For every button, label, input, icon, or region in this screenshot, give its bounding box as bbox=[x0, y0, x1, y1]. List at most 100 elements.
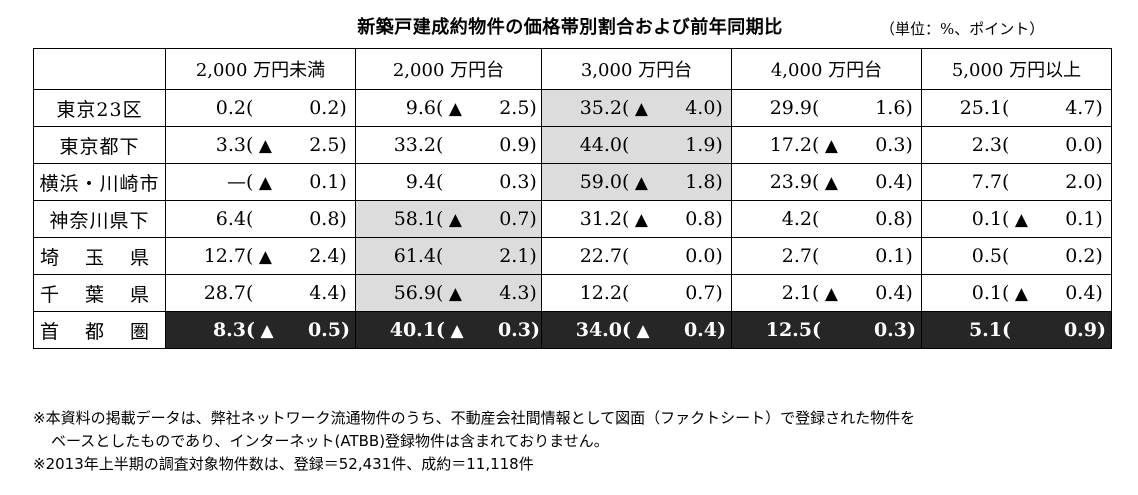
cell-diff: 0.2 bbox=[1065, 245, 1096, 267]
cell-diff: 0.3 bbox=[499, 171, 530, 193]
cell-diff-wrap: 0.9 bbox=[1035, 319, 1097, 341]
data-cell: 59.0(▲ 1.8) bbox=[541, 163, 732, 201]
paren-open: ( bbox=[436, 171, 444, 193]
paren-close: ) bbox=[339, 245, 347, 267]
decrease-marker-icon: ▲ bbox=[634, 99, 648, 119]
corner-cell bbox=[33, 48, 166, 90]
cell-diff-wrap: 0.1 bbox=[1033, 208, 1095, 230]
cell-value: 12.5 bbox=[765, 319, 812, 341]
cell-diff-wrap: 0.3 bbox=[469, 319, 531, 341]
table-row: 千 葉 県 28.7(4.4) 56.9(▲ 4.3) 12.2(0.7) 2.1(▲ 0.… bbox=[33, 274, 1112, 312]
cell-value: 9.6 bbox=[405, 97, 436, 119]
cell-diff-wrap: 4.3 bbox=[467, 282, 529, 304]
paren-open: ( bbox=[436, 282, 444, 304]
row-header: 東京都下 bbox=[33, 126, 166, 164]
paren-close: ) bbox=[715, 134, 723, 156]
paren-close: ) bbox=[529, 245, 537, 267]
table-row: 神奈川県下 6.4(0.8) 58.1(▲ 0.7) 31.2(▲ 0.8) 4.2(0.8… bbox=[33, 200, 1112, 238]
cell-value: — bbox=[227, 171, 246, 193]
data-cell: 17.2(▲ 0.3) bbox=[731, 126, 922, 164]
paren-close: ) bbox=[529, 208, 537, 230]
cell-value: 9.4 bbox=[405, 171, 436, 193]
table-header-row: 2,000 万円未満 2,000 万円台 3,000 万円台 4,000 万円台… bbox=[33, 48, 1112, 90]
paren-close: ) bbox=[1095, 245, 1103, 267]
paren-open: ( bbox=[436, 208, 444, 230]
data-cell: 31.2(▲ 0.8) bbox=[541, 200, 732, 238]
column-header: 5,000 万円以上 bbox=[921, 48, 1112, 90]
cell-diff: 1.8 bbox=[685, 171, 716, 193]
paren-close: ) bbox=[715, 208, 723, 230]
cell-diff: 0.7 bbox=[685, 282, 716, 304]
paren-close: ) bbox=[907, 319, 916, 341]
footnotes: ※本資料の掲載データは、弊社ネットワーク流通物件のうち、不動産会社間情報として図… bbox=[33, 407, 915, 476]
paren-close: ) bbox=[339, 282, 347, 304]
paren-close: ) bbox=[339, 134, 347, 156]
decrease-marker-icon: ▲ bbox=[448, 210, 462, 230]
paren-open: ( bbox=[812, 282, 820, 304]
footnote-line: ベースとしたものであり、インターネット(ATBB)登録物件は含まれておりません。 bbox=[51, 432, 609, 450]
row-header: 千 葉 県 bbox=[33, 274, 166, 312]
column-header: 3,000 万円台 bbox=[541, 48, 732, 90]
paren-open: ( bbox=[622, 208, 630, 230]
cell-value: 23.9 bbox=[769, 171, 812, 193]
data-cell: 22.7(0.0) bbox=[541, 237, 732, 275]
data-cell: 0.1(▲ 0.1) bbox=[921, 200, 1112, 238]
cell-diff: 1.9 bbox=[685, 134, 716, 156]
decrease-marker-icon: ▲ bbox=[258, 247, 272, 267]
row-header: 東京23区 bbox=[33, 89, 166, 127]
paren-open: ( bbox=[812, 97, 820, 119]
cell-diff: 0.3 bbox=[875, 134, 906, 156]
paren-open: ( bbox=[246, 208, 254, 230]
paren-close: ) bbox=[715, 245, 723, 267]
cell-value: 40.1 bbox=[389, 319, 436, 341]
paren-open: ( bbox=[1002, 97, 1010, 119]
paren-open: ( bbox=[622, 134, 630, 156]
paren-close: ) bbox=[1095, 97, 1103, 119]
cell-diff-wrap: 0.7 bbox=[467, 208, 529, 230]
cell-value: 2.7 bbox=[781, 245, 812, 267]
paren-close: ) bbox=[715, 282, 723, 304]
unit-label: （単位：%、ポイント） bbox=[880, 20, 1045, 38]
decrease-marker-icon: ▲ bbox=[634, 173, 648, 193]
paren-open: ( bbox=[246, 97, 254, 119]
paren-close: ) bbox=[715, 171, 723, 193]
paren-open: ( bbox=[622, 97, 630, 119]
cell-value: 29.9 bbox=[769, 97, 812, 119]
cell-diff-wrap: 4.7 bbox=[1033, 97, 1095, 119]
table-row: 東京都下 3.3(▲ 2.5) 33.2(0.9) 44.0(1.9) 17.2(▲ 0.3… bbox=[33, 126, 1112, 164]
cell-diff: 2.0 bbox=[1065, 171, 1096, 193]
cell-value: 4.2 bbox=[781, 208, 812, 230]
data-cell: 58.1(▲ 0.7) bbox=[355, 200, 542, 238]
cell-value: 0.5 bbox=[971, 245, 1002, 267]
cell-diff-wrap: 2.4 bbox=[277, 245, 339, 267]
paren-open: ( bbox=[812, 134, 820, 156]
table-row: 埼 玉 県 12.7(▲ 2.4) 61.4(2.1) 22.7(0.0) 2.7(0.1… bbox=[33, 237, 1112, 275]
footnote-line: ※2013年上半期の調査対象物件数は、登録＝52,431件、成約＝11,118件 bbox=[33, 455, 534, 473]
data-cell: 44.0(1.9) bbox=[541, 126, 732, 164]
row-header: 埼 玉 県 bbox=[33, 237, 166, 275]
data-cell: 34.0(▲ 0.4) bbox=[541, 311, 732, 349]
cell-value: 5.1 bbox=[968, 319, 1002, 341]
cell-value: 0.2 bbox=[215, 97, 246, 119]
data-cell: 9.6(▲ 2.5) bbox=[355, 89, 542, 127]
paren-open: ( bbox=[1002, 282, 1010, 304]
table-row: 横浜・川崎市 —(▲ 0.1) 9.4(0.3) 59.0(▲ 1.8) 23.9(▲ 0.4… bbox=[33, 163, 1112, 201]
cell-diff: 0.1 bbox=[309, 171, 340, 193]
decrease-marker-icon: ▲ bbox=[824, 173, 838, 193]
cell-value: 2.1 bbox=[781, 282, 812, 304]
table-row: 東京23区 0.2(0.2) 9.6(▲ 2.5) 35.2(▲ 4.0) 29.9(1.6… bbox=[33, 89, 1112, 127]
cell-diff: 4.4 bbox=[309, 282, 340, 304]
cell-diff-wrap: 0.0 bbox=[1033, 134, 1095, 156]
cell-diff: 4.3 bbox=[499, 282, 530, 304]
paren-open: ( bbox=[436, 134, 444, 156]
data-cell: 12.5(0.3) bbox=[731, 311, 922, 349]
cell-diff: 0.4 bbox=[875, 282, 906, 304]
cell-diff-wrap: 1.8 bbox=[653, 171, 715, 193]
cell-value: 56.9 bbox=[393, 282, 436, 304]
decrease-marker-icon: ▲ bbox=[448, 284, 462, 304]
cell-diff-wrap: 0.2 bbox=[277, 97, 339, 119]
cell-value: 12.7 bbox=[203, 245, 246, 267]
cell-value: 28.7 bbox=[203, 282, 246, 304]
data-cell: 33.2(0.9) bbox=[355, 126, 542, 164]
cell-diff-wrap: 2.1 bbox=[467, 245, 529, 267]
